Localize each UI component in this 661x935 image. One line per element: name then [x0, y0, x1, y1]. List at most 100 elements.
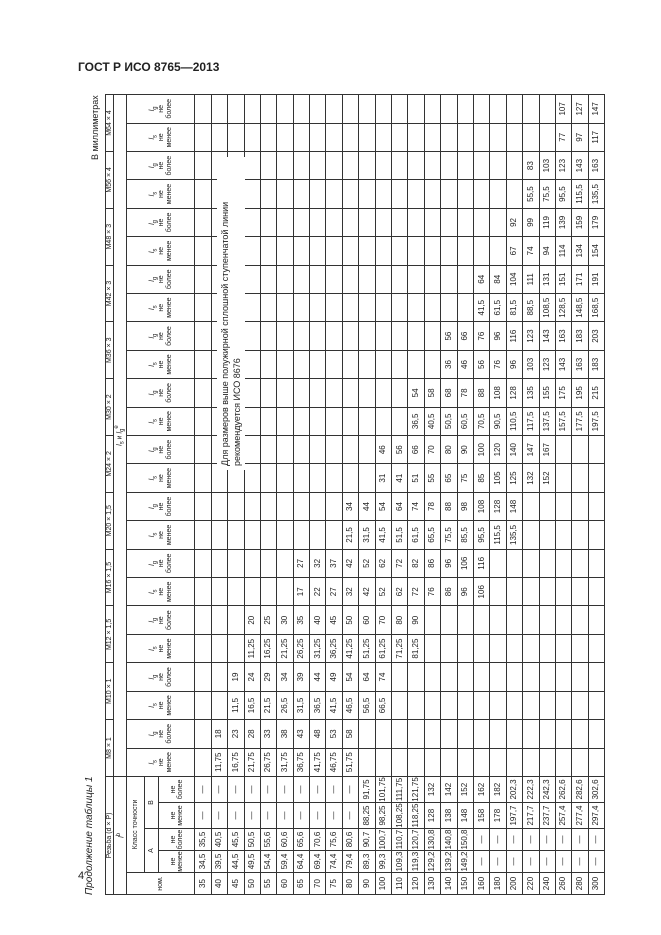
empty-cell [457, 179, 474, 209]
empty-cell [194, 208, 212, 237]
cell: 86 [424, 549, 441, 578]
empty-cell [244, 265, 261, 294]
empty-cell [309, 179, 326, 209]
empty-cell [309, 123, 326, 152]
sub: s [152, 419, 159, 423]
empty-cell [325, 520, 343, 550]
cell: 100,7 [375, 828, 392, 851]
empty-cell [391, 265, 408, 294]
sub: g [152, 504, 159, 508]
empty-cell [342, 435, 359, 464]
table-row: 240— —237,7 242,3 152 167 137,5 155 123 143 108,5… [539, 94, 556, 895]
cell: 128,5 [555, 293, 572, 322]
cell: 152 [539, 463, 556, 493]
empty-cell [276, 293, 294, 322]
cell: 21,25 [276, 634, 294, 663]
cell: 94 [539, 236, 556, 266]
l: l [148, 564, 156, 566]
sub: g [152, 731, 159, 735]
empty-cell [211, 123, 228, 152]
cell: 58 [424, 378, 441, 408]
cell: 38 [276, 719, 294, 749]
l: l [148, 422, 156, 424]
empty-cell [473, 719, 490, 749]
empty-cell [391, 407, 408, 436]
footnote: b [115, 833, 122, 837]
empty-cell [506, 748, 523, 777]
cell: 42 [358, 577, 376, 606]
empty-cell [227, 492, 245, 521]
cell: 75,6 [325, 828, 343, 851]
empty-cell [276, 94, 294, 124]
empty-cell [293, 463, 310, 493]
cell: 31,75 [276, 748, 294, 777]
cell: 84 [489, 265, 507, 294]
cell: 16,5 [244, 691, 261, 720]
empty-cell [489, 123, 507, 152]
sub: g [152, 220, 159, 224]
cell: 22 [309, 577, 326, 606]
thread-name: M42 × 3 [105, 265, 114, 322]
empty-cell [342, 350, 359, 379]
empty-cell [571, 492, 589, 521]
empty-cell [260, 321, 277, 351]
l: l [148, 137, 156, 140]
cell: 147 [522, 435, 540, 464]
cell: 179 [588, 208, 605, 237]
empty-cell [276, 492, 294, 521]
cell: — [506, 828, 523, 851]
cell: — [506, 850, 523, 873]
empty-cell [276, 378, 294, 408]
empty-cell [571, 748, 589, 777]
empty-cell [325, 179, 343, 209]
empty-cell [588, 662, 605, 692]
empty-cell [473, 605, 490, 635]
thread-name: M10 × 1 [105, 662, 114, 720]
empty-cell [293, 435, 310, 464]
sub-header: ls не менее [126, 407, 195, 436]
cell: 117,5 [522, 407, 540, 436]
cell: 56 [391, 435, 408, 464]
cell: 148 [506, 492, 523, 521]
empty-cell [342, 179, 359, 209]
cell: 242,3 [539, 776, 556, 803]
cell: 155 [539, 378, 556, 408]
empty-cell [391, 179, 408, 209]
cell: 52 [358, 549, 376, 578]
empty-cell [391, 94, 408, 124]
empty-cell [375, 179, 392, 209]
cell: 183 [588, 350, 605, 379]
thread-name: M30 × 2 [105, 378, 114, 436]
cell: 139,2 [440, 850, 458, 873]
limit: не менее [158, 411, 173, 432]
sub-header: lg не более [126, 378, 195, 408]
cell: — [571, 850, 589, 873]
limit: не более [158, 610, 173, 630]
empty-cell [260, 407, 277, 436]
cell: 80 [440, 435, 458, 464]
empty-cell [489, 634, 507, 663]
limit: не более [158, 553, 173, 574]
empty-cell [244, 378, 261, 408]
empty-cell [506, 662, 523, 692]
empty-cell [260, 94, 277, 124]
empty-cell [244, 435, 261, 464]
cell: — [244, 776, 261, 803]
empty-cell [309, 520, 326, 550]
empty-cell [244, 293, 261, 322]
cell: 116 [473, 549, 490, 578]
empty-cell [260, 549, 277, 578]
cell: 55,6 [260, 828, 277, 851]
empty-cell [424, 265, 441, 294]
cell: 90 [457, 435, 474, 464]
empty-cell [375, 94, 392, 124]
empty-cell [473, 748, 490, 777]
footnote: e [114, 425, 121, 429]
empty-cell [424, 634, 441, 663]
l: l [148, 308, 156, 310]
empty-cell [358, 407, 376, 436]
cell: 143 [571, 151, 589, 180]
empty-cell [440, 719, 458, 749]
empty-cell [375, 123, 392, 152]
empty-cell [457, 265, 474, 294]
